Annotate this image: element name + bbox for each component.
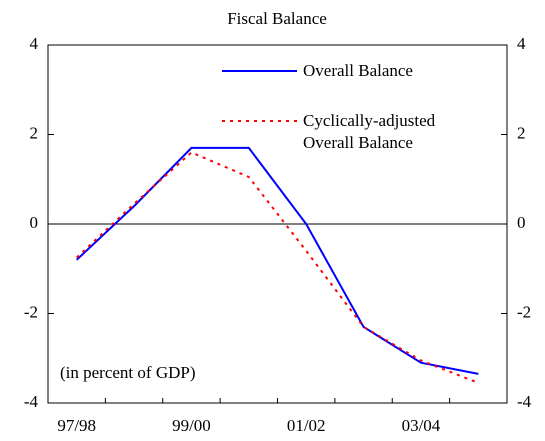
y2-tick-label: 2 [517,123,526,142]
legend-label: Overall Balance [303,61,413,80]
annotation: (in percent of GDP) [60,363,196,382]
x-tick-label: 01/02 [287,416,326,435]
y-tick-label: -4 [24,392,39,411]
y-tick-label: 2 [30,123,39,142]
y2-tick-label: 4 [517,34,526,53]
y2-tick-label: -4 [517,392,532,411]
chart-title: Fiscal Balance [227,9,327,28]
x-tick-label: 97/98 [57,416,96,435]
x-tick-label: 03/04 [402,416,441,435]
series-line [76,151,479,384]
x-tick-label: 99/00 [172,416,211,435]
y2-tick-label: 0 [517,213,526,232]
series-line [76,146,479,375]
legend-label: Cyclically-adjusted Overall Balance [303,111,436,152]
y-tick-label: -2 [24,302,38,321]
y-tick-label: 4 [30,34,39,53]
y2-tick-label: -2 [517,302,531,321]
y-tick-label: 0 [30,213,39,232]
